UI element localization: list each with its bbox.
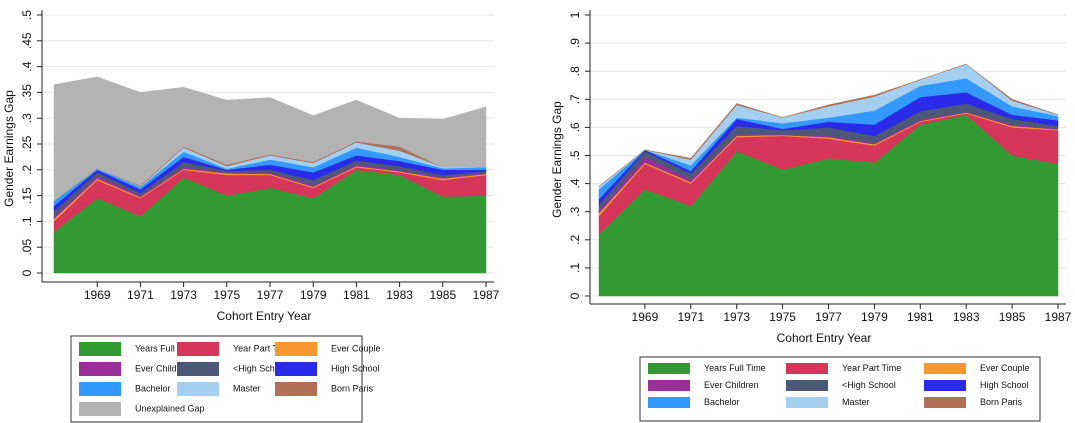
x-tick-label: 1975 bbox=[213, 288, 240, 302]
x-tick-label: 1979 bbox=[861, 310, 888, 324]
x-tick-label: 1975 bbox=[769, 310, 796, 324]
legend-label: Years Full Time bbox=[704, 363, 766, 373]
y-tick-label: 0 bbox=[568, 292, 582, 299]
legend-swatch bbox=[177, 362, 219, 376]
y-tick-label: 1 bbox=[568, 11, 582, 18]
y-tick-label: .3 bbox=[568, 206, 582, 216]
legend-swatch bbox=[177, 342, 219, 356]
y-tick-label: .9 bbox=[568, 38, 582, 48]
legend-label: Year Part Time bbox=[233, 343, 292, 353]
x-tick-label: 1983 bbox=[386, 288, 413, 302]
y-tick-label: .15 bbox=[20, 187, 34, 204]
x-tick-label: 1971 bbox=[677, 310, 704, 324]
y-tick-label: .3 bbox=[20, 113, 34, 123]
x-tick-label: 1985 bbox=[999, 310, 1026, 324]
area bbox=[53, 76, 487, 202]
y-tick-label: .6 bbox=[568, 122, 582, 132]
y-tick-label: .5 bbox=[20, 10, 34, 20]
y-tick-label: .25 bbox=[20, 135, 34, 152]
y-tick-label: .5 bbox=[568, 150, 582, 160]
x-axis-label: Cohort Entry Year bbox=[217, 309, 312, 323]
y-tick-label: .45 bbox=[20, 32, 34, 49]
legend-label: <High School bbox=[233, 363, 287, 373]
legend-swatch bbox=[786, 363, 828, 374]
area bbox=[598, 63, 1059, 187]
legend-label: High School bbox=[980, 380, 1029, 390]
legend-label: Years Full Time bbox=[135, 343, 197, 353]
y-tick-label: .05 bbox=[20, 239, 34, 256]
x-tick-label: 1977 bbox=[257, 288, 284, 302]
x-tick-label: 1977 bbox=[815, 310, 842, 324]
x-tick-label: 1979 bbox=[300, 288, 327, 302]
legend-label: Ever Couple bbox=[331, 343, 381, 353]
legend-swatch bbox=[786, 380, 828, 391]
y-axis-label: Gender Earnings Gap bbox=[550, 101, 564, 218]
legend-label: Bachelor bbox=[135, 383, 171, 393]
legend-swatch bbox=[924, 380, 966, 391]
y-tick-label: .1 bbox=[568, 263, 582, 273]
y-tick-label: .8 bbox=[568, 66, 582, 76]
legend-label: Master bbox=[233, 383, 261, 393]
legend-label: Bachelor bbox=[704, 397, 740, 407]
legend-label: Unexplained Gap bbox=[135, 403, 205, 413]
y-tick-label: .1 bbox=[20, 216, 34, 226]
legend-swatch bbox=[924, 363, 966, 374]
x-tick-label: 1969 bbox=[632, 310, 659, 324]
y-tick-label: .4 bbox=[20, 61, 34, 71]
legend-swatch bbox=[648, 380, 690, 391]
legend-label: Ever Children bbox=[135, 363, 190, 373]
legend-swatch bbox=[79, 342, 121, 356]
legend-swatch bbox=[275, 362, 317, 376]
x-tick-label: 1971 bbox=[127, 288, 154, 302]
x-tick-label: 1987 bbox=[473, 288, 500, 302]
legend-swatch bbox=[275, 382, 317, 396]
legend-swatch bbox=[275, 342, 317, 356]
legend-label: Ever Children bbox=[704, 380, 759, 390]
y-tick-label: .35 bbox=[20, 84, 34, 101]
legend-label: High School bbox=[331, 363, 380, 373]
x-tick-label: 1969 bbox=[84, 288, 111, 302]
legend-swatch bbox=[79, 382, 121, 396]
x-tick-label: 1973 bbox=[723, 310, 750, 324]
legend-label: <High School bbox=[842, 380, 896, 390]
x-tick-label: 1983 bbox=[953, 310, 980, 324]
y-tick-label: .2 bbox=[568, 234, 582, 244]
y-tick-label: .4 bbox=[568, 178, 582, 188]
legend-label: Born Paris bbox=[331, 383, 374, 393]
legend-swatch bbox=[786, 397, 828, 408]
y-tick-label: 0 bbox=[20, 269, 34, 276]
y-axis-label: Gender Earnings Gap bbox=[2, 90, 16, 207]
legend-swatch bbox=[648, 397, 690, 408]
x-axis-label: Cohort Entry Year bbox=[777, 331, 872, 345]
x-tick-label: 1973 bbox=[170, 288, 197, 302]
legend-swatch bbox=[648, 363, 690, 374]
y-tick-label: .2 bbox=[20, 164, 34, 174]
legend-box bbox=[639, 356, 1041, 422]
legend-label: Born Paris bbox=[980, 397, 1023, 407]
legend-label: Year Part Time bbox=[842, 363, 901, 373]
x-tick-label: 1987 bbox=[1045, 310, 1072, 324]
legend-label: Ever Couple bbox=[980, 363, 1030, 373]
legend-swatch bbox=[79, 402, 121, 416]
x-tick-label: 1981 bbox=[907, 310, 934, 324]
y-tick-label: .7 bbox=[568, 94, 582, 104]
x-tick-label: 1985 bbox=[429, 288, 456, 302]
x-tick-label: 1981 bbox=[343, 288, 370, 302]
legend-swatch bbox=[924, 397, 966, 408]
legend-swatch bbox=[177, 382, 219, 396]
legend-swatch bbox=[79, 362, 121, 376]
legend-label: Master bbox=[842, 397, 870, 407]
